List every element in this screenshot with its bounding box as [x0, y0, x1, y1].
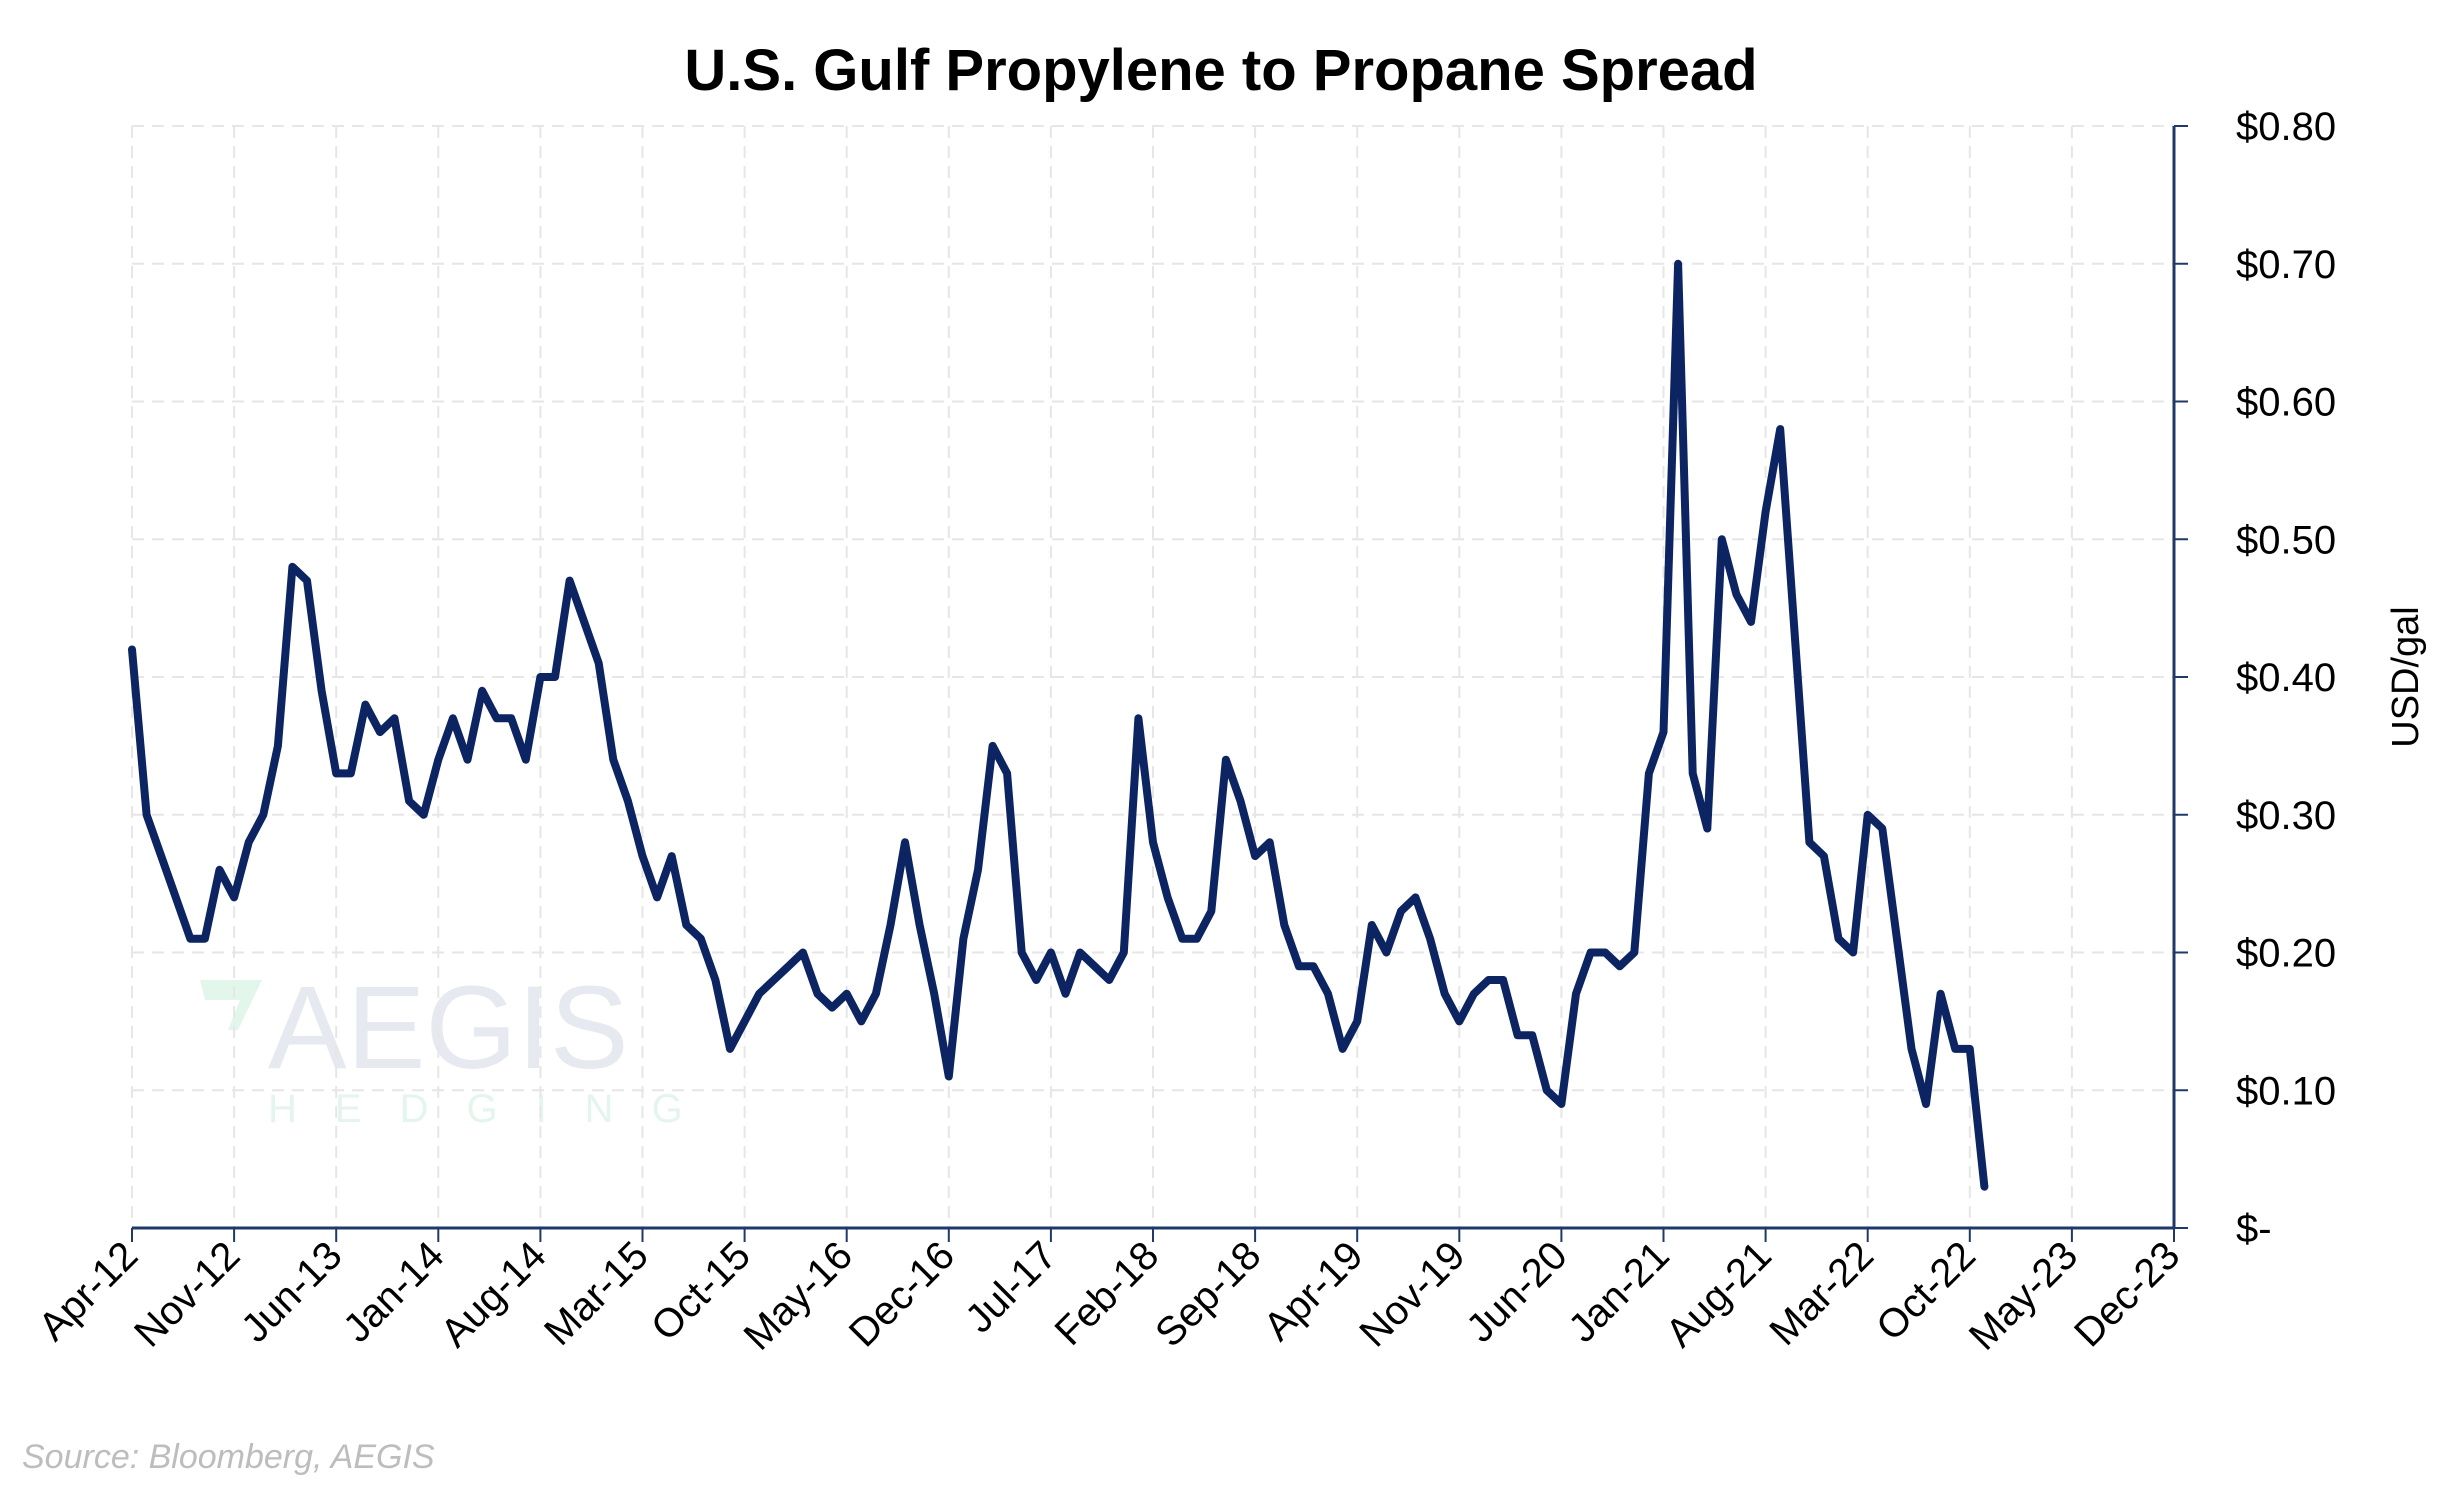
x-tick-label: Aug-14 [432, 1233, 554, 1355]
y-tick-label: $0.50 [2236, 518, 2336, 562]
x-tick-label: Jan-14 [335, 1233, 453, 1351]
x-tick-label: May-16 [736, 1233, 861, 1358]
x-tick-label: Feb-18 [1047, 1233, 1168, 1354]
chart-title: U.S. Gulf Propylene to Propane Spread [684, 38, 1757, 103]
y-axis-label: USD/gal [2385, 606, 2427, 748]
x-tick-label: Jun-13 [233, 1233, 351, 1351]
y-tick-label: $0.60 [2236, 381, 2336, 425]
y-tick-label: $0.20 [2236, 932, 2336, 976]
x-tick-label: Nov-19 [1351, 1233, 1473, 1355]
x-tick-label: May-23 [1961, 1233, 2086, 1358]
watermark: AEGIS HEDGING [200, 962, 683, 1131]
x-tick-label: Apr-12 [30, 1233, 146, 1349]
x-tick-label: Jan-21 [1560, 1233, 1678, 1351]
y-tick-label: $- [2236, 1207, 2272, 1251]
x-tick-label: Dec-16 [841, 1233, 963, 1355]
watermark-logo [200, 980, 262, 1030]
y-tick-label: $0.30 [2236, 794, 2336, 838]
watermark-title: AEGIS [268, 962, 629, 1094]
data-line [128, 259, 1989, 1191]
y-tick-label: $0.40 [2236, 656, 2336, 700]
x-tick-label: Apr-19 [1256, 1233, 1372, 1349]
y-tick-label: $0.70 [2236, 243, 2336, 287]
x-tick-label: Jun-20 [1458, 1233, 1576, 1351]
x-tick-label: Aug-21 [1658, 1233, 1780, 1355]
x-tick-label: Mar-15 [536, 1233, 657, 1354]
x-tick-label: Sep-18 [1147, 1233, 1269, 1355]
source-note: Source: Bloomberg, AEGIS [22, 1438, 435, 1476]
x-tick-label: Mar-22 [1761, 1233, 1882, 1354]
x-tick-label: Dec-23 [2066, 1233, 2188, 1355]
y-tick-label: $0.80 [2236, 105, 2336, 149]
x-tick-label: Nov-12 [126, 1233, 248, 1355]
y-tick-label: $0.10 [2236, 1069, 2336, 1113]
